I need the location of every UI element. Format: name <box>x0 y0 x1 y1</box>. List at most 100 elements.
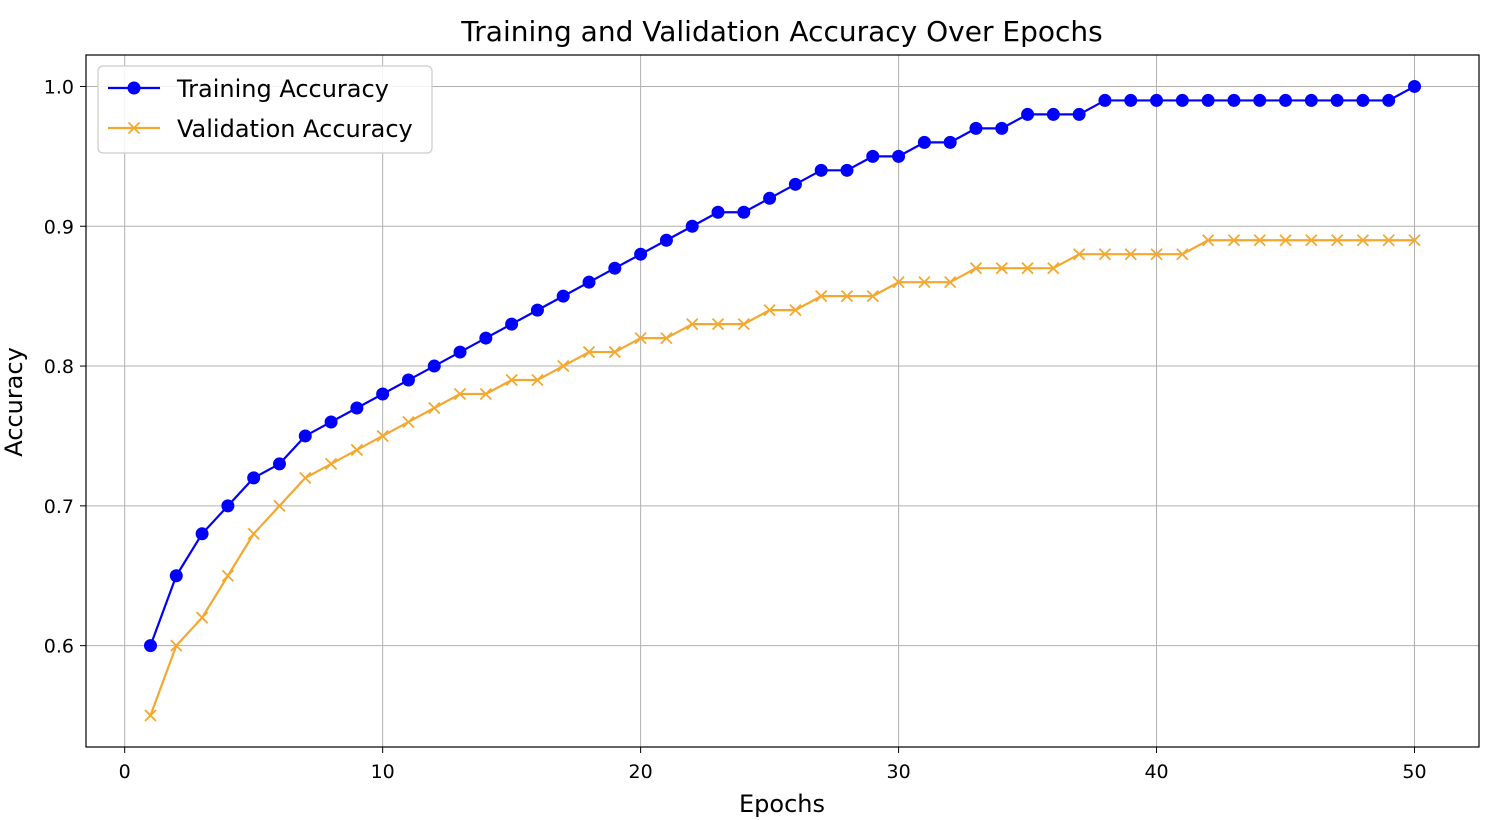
y-axis-label: Accuracy <box>0 347 28 457</box>
x-tick-label: 0 <box>119 761 131 783</box>
validation-point <box>557 359 570 373</box>
x-axis-label: Epochs <box>739 790 825 818</box>
validation-point <box>1150 248 1163 261</box>
training-point <box>814 163 828 177</box>
validation-point <box>531 373 544 387</box>
training-point <box>608 261 622 275</box>
x-tick-label: 40 <box>1144 761 1168 783</box>
axis-ticks: 0 10 20 30 40 50 0.6 0.7 0.8 0.9 1.0 <box>44 76 1427 783</box>
validation-point <box>505 373 518 387</box>
training-point <box>1175 93 1189 107</box>
series-layer <box>143 79 1422 722</box>
training-point <box>221 499 235 513</box>
training-point <box>169 569 183 583</box>
y-tick-label: 1.0 <box>44 76 74 98</box>
validation-point <box>1227 234 1241 247</box>
validation-point <box>144 709 157 722</box>
y-tick-label: 0.6 <box>44 636 74 658</box>
validation-point <box>376 429 389 443</box>
training-point <box>1021 107 1035 121</box>
validation-point <box>815 290 828 303</box>
training-point <box>1046 107 1060 121</box>
training-point <box>763 191 777 205</box>
training-point <box>1227 93 1241 107</box>
training-point <box>711 205 725 219</box>
validation-point <box>1279 234 1292 247</box>
y-tick-label: 0.7 <box>44 496 74 518</box>
validation-point <box>195 611 209 624</box>
training-point <box>272 457 286 471</box>
x-tick-label: 50 <box>1402 761 1426 783</box>
legend: Training Accuracy Validation Accuracy <box>97 65 433 154</box>
training-point <box>350 401 364 415</box>
training-point <box>556 289 570 303</box>
training-point <box>840 163 854 177</box>
validation-point <box>892 276 905 289</box>
training-point <box>892 149 906 163</box>
validation-point <box>660 331 673 345</box>
validation-point <box>582 345 596 359</box>
validation-point <box>1047 262 1060 275</box>
validation-point <box>1330 234 1344 247</box>
plot-frame <box>85 54 1480 748</box>
training-point <box>634 247 648 261</box>
training-point <box>298 429 312 443</box>
validation-point <box>686 317 699 331</box>
validation-point <box>221 569 235 582</box>
training-point <box>737 205 751 219</box>
training-point <box>401 373 415 387</box>
training-point <box>943 135 957 149</box>
training-point <box>659 233 673 247</box>
validation-point <box>711 317 725 331</box>
training-point <box>143 639 157 653</box>
training-point <box>969 121 983 135</box>
training-point <box>685 219 699 233</box>
validation-point <box>1021 262 1034 275</box>
training-point <box>582 275 596 289</box>
x-tick-label: 30 <box>886 761 910 783</box>
training-point <box>1201 93 1215 107</box>
validation-point <box>1176 248 1189 261</box>
training-point <box>247 471 261 485</box>
chart-title: Training and Validation Accuracy Over Ep… <box>460 15 1102 48</box>
validation-point <box>479 387 492 401</box>
training-point <box>1304 93 1318 107</box>
validation-point <box>402 415 415 429</box>
validation-point <box>428 401 441 415</box>
validation-point <box>1408 234 1421 247</box>
training-point <box>917 135 931 149</box>
training-point <box>427 359 441 373</box>
validation-point <box>866 290 879 303</box>
legend-validation-marker <box>127 121 141 135</box>
validation-point <box>453 387 467 401</box>
training-point <box>1382 93 1396 107</box>
grid <box>86 55 1479 747</box>
training-point <box>1279 93 1293 107</box>
validation-point <box>737 317 750 331</box>
y-tick-label: 0.9 <box>44 216 74 238</box>
training-point <box>1098 93 1112 107</box>
validation-point <box>840 290 854 303</box>
legend-training-marker <box>127 81 141 95</box>
validation-point <box>1098 248 1112 261</box>
training-point <box>995 121 1009 135</box>
training-point <box>324 415 338 429</box>
legend-training-label: Training Accuracy <box>176 75 389 103</box>
validation-point <box>1382 234 1395 247</box>
validation-point <box>789 303 802 317</box>
validation-point <box>969 262 983 275</box>
training-point <box>1072 107 1086 121</box>
training-point <box>453 345 467 359</box>
validation-point <box>247 527 260 540</box>
validation-point <box>995 262 1008 275</box>
validation-point <box>1305 234 1318 247</box>
validation-line <box>149 239 1415 716</box>
validation-point <box>1124 248 1137 261</box>
training-point <box>1330 93 1344 107</box>
validation-point <box>634 331 647 345</box>
training-point <box>1253 93 1267 107</box>
validation-point <box>324 457 338 471</box>
validation-point <box>1356 234 1370 247</box>
training-point <box>1124 93 1138 107</box>
